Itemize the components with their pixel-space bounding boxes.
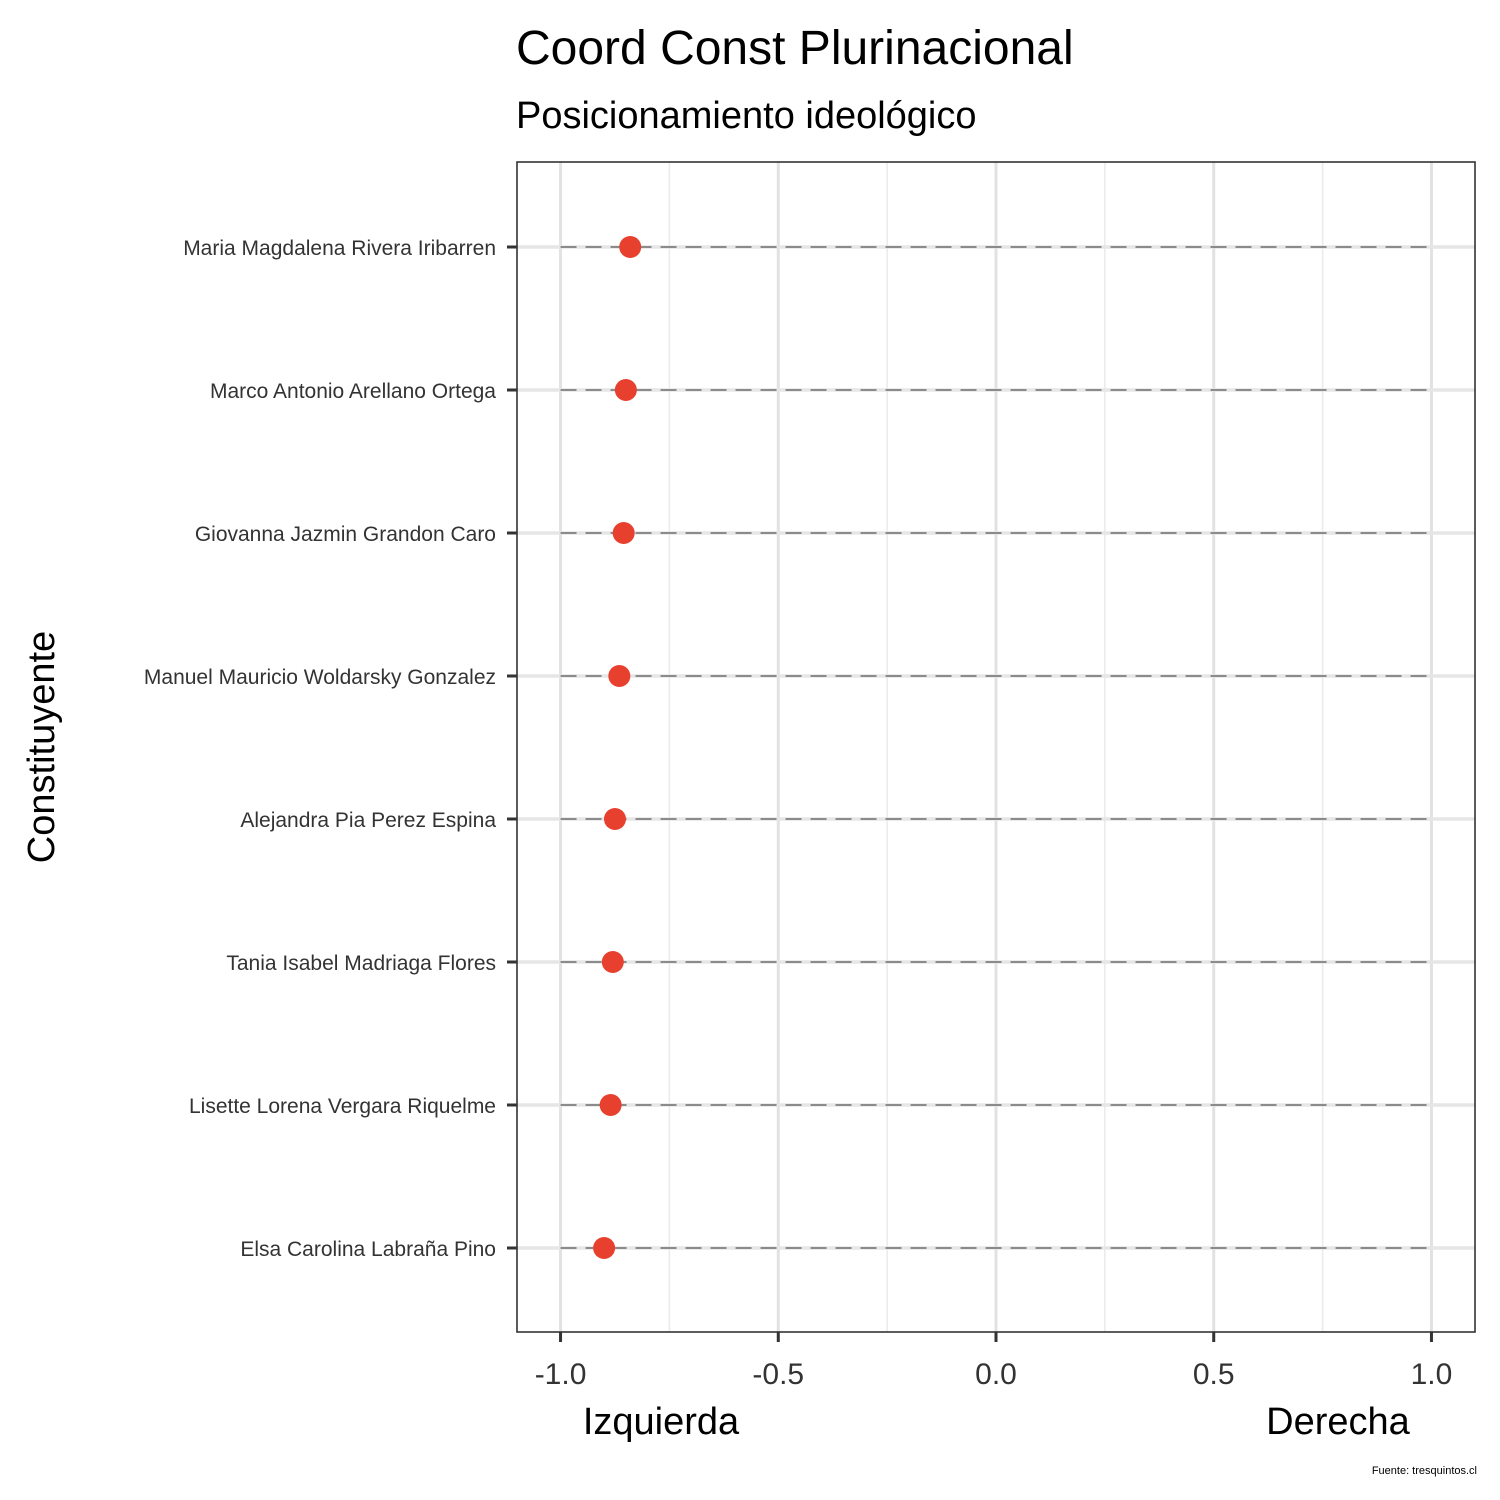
y-tick-label: Lisette Lorena Vergara Riquelme bbox=[189, 1095, 496, 1118]
y-axis-labels: Maria Magdalena Rivera Iribarren Marco An… bbox=[144, 237, 496, 1261]
x-tick-label: 1.0 bbox=[1411, 1358, 1453, 1391]
y-tick-label: Maria Magdalena Rivera Iribarren bbox=[183, 237, 496, 260]
dashed-segments bbox=[560, 246, 1432, 1249]
y-tick-label: Manuel Mauricio Woldarsky Gonzalez bbox=[144, 666, 496, 689]
y-tick-label: Marco Antonio Arellano Ortega bbox=[210, 380, 496, 403]
y-axis-title: Constituyente bbox=[21, 631, 63, 863]
minor-gridlines bbox=[668, 162, 1324, 1332]
x-axis-right-label: Derecha bbox=[1266, 1401, 1410, 1443]
y-tick-label: Elsa Carolina Labraña Pino bbox=[240, 1238, 496, 1261]
data-point bbox=[608, 665, 631, 687]
data-point bbox=[619, 236, 642, 258]
x-tick-label: -0.5 bbox=[752, 1358, 804, 1391]
y-axis-ticks bbox=[507, 245, 517, 1250]
x-axis-labels: -1.0 -0.5 0.0 0.5 1.0 bbox=[535, 1358, 1453, 1391]
x-tick-label: -1.0 bbox=[535, 1358, 587, 1391]
y-tick-label: Tania Isabel Madriaga Flores bbox=[226, 952, 496, 975]
y-tick-label: Giovanna Jazmin Grandon Caro bbox=[195, 523, 496, 546]
y-tick-label: Alejandra Pia Perez Espina bbox=[240, 809, 496, 832]
x-axis-left-label: Izquierda bbox=[583, 1401, 740, 1443]
chart-subtitle: Posicionamiento ideológico bbox=[516, 95, 977, 137]
data-point bbox=[612, 522, 635, 544]
data-point bbox=[599, 1094, 622, 1116]
data-points bbox=[593, 236, 642, 1259]
data-point bbox=[614, 379, 637, 401]
source-caption: Fuente: tresquintos.cl bbox=[1372, 1465, 1477, 1477]
x-tick-label: 0.5 bbox=[1193, 1358, 1235, 1391]
data-point bbox=[603, 808, 626, 830]
data-point bbox=[601, 951, 624, 973]
data-point bbox=[593, 1237, 616, 1259]
chart-title: Coord Const Plurinacional bbox=[516, 22, 1074, 75]
x-axis-ticks bbox=[559, 1332, 1433, 1342]
major-gridlines bbox=[559, 162, 1433, 1332]
x-tick-label: 0.0 bbox=[975, 1358, 1017, 1391]
